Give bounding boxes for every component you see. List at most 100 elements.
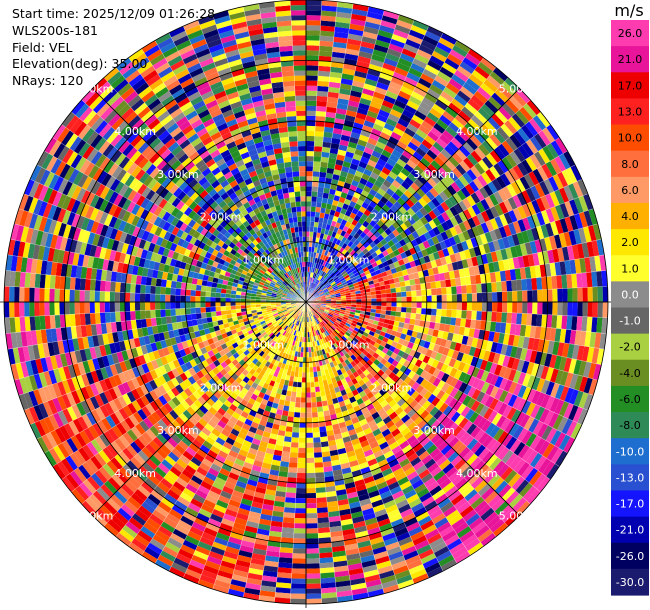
velocity-gate xyxy=(245,238,253,246)
velocity-gate xyxy=(424,213,433,223)
velocity-gate xyxy=(291,206,297,213)
velocity-gate xyxy=(540,195,551,210)
velocity-gate xyxy=(188,479,201,490)
velocity-gate xyxy=(48,174,60,190)
velocity-gate xyxy=(566,274,573,289)
velocity-gate xyxy=(257,342,264,349)
velocity-gate xyxy=(457,129,470,142)
velocity-gate xyxy=(276,307,282,310)
velocity-gate xyxy=(148,351,156,362)
velocity-gate xyxy=(543,178,555,194)
velocity-gate xyxy=(168,361,176,371)
velocity-gate xyxy=(255,258,262,264)
velocity-gate xyxy=(557,288,563,302)
velocity-gate xyxy=(293,181,300,187)
velocity-gate xyxy=(238,359,246,367)
velocity-gate xyxy=(331,266,337,273)
velocity-gate xyxy=(218,324,225,330)
velocity-gate xyxy=(360,129,371,138)
velocity-gate xyxy=(508,209,518,223)
velocity-gate xyxy=(222,39,237,49)
velocity-gate xyxy=(406,291,412,297)
velocity-gate xyxy=(236,339,243,346)
velocity-gate xyxy=(270,318,276,323)
velocity-gate xyxy=(186,406,196,416)
velocity-gate xyxy=(297,146,306,152)
velocity-gate xyxy=(131,513,147,526)
velocity-gate xyxy=(69,118,83,134)
velocity-gate xyxy=(183,369,192,379)
velocity-gate xyxy=(334,26,350,34)
velocity-gate xyxy=(501,140,514,155)
velocity-gate xyxy=(332,128,343,135)
velocity-gate xyxy=(259,329,266,335)
velocity-gate xyxy=(208,326,215,334)
velocity-gate xyxy=(497,291,503,302)
velocity-gate xyxy=(223,322,230,329)
velocity-gate xyxy=(235,241,243,249)
velocity-gate xyxy=(170,207,180,217)
velocity-gate xyxy=(17,241,26,258)
velocity-gate xyxy=(452,44,468,58)
velocity-gate xyxy=(131,52,147,66)
velocity-gate xyxy=(163,152,175,164)
velocity-gate xyxy=(122,525,138,539)
velocity-gate xyxy=(45,432,58,448)
velocity-gate xyxy=(94,209,104,223)
velocity-gate xyxy=(205,99,218,110)
velocity-gate xyxy=(199,150,211,160)
velocity-gate xyxy=(202,193,212,203)
velocity-gate xyxy=(334,211,341,218)
velocity-gate xyxy=(387,113,400,123)
velocity-gate xyxy=(214,171,224,180)
velocity-gate xyxy=(521,278,528,291)
velocity-gate xyxy=(484,231,493,243)
velocity-gate xyxy=(572,181,584,198)
velocity-gate xyxy=(337,98,349,106)
velocity-gate xyxy=(324,208,331,215)
velocity-gate xyxy=(290,281,295,287)
velocity-gate xyxy=(306,191,312,197)
velocity-gate xyxy=(330,273,336,279)
velocity-gate xyxy=(306,65,319,71)
velocity-gate xyxy=(521,159,533,174)
velocity-gate xyxy=(249,332,256,338)
velocity-gate xyxy=(189,236,197,245)
velocity-gate xyxy=(244,70,258,79)
velocity-gate xyxy=(265,255,272,261)
velocity-gate xyxy=(353,271,360,277)
velocity-gate xyxy=(379,24,395,34)
velocity-gate xyxy=(363,146,374,155)
velocity-gate xyxy=(41,434,54,451)
velocity-gate xyxy=(394,24,411,35)
ray-separator xyxy=(81,99,307,303)
velocity-gate xyxy=(114,454,127,467)
velocity-gate xyxy=(498,106,512,121)
velocity-gate xyxy=(527,253,535,267)
velocity-gate xyxy=(339,268,346,274)
velocity-gate xyxy=(257,255,264,262)
velocity-gate xyxy=(205,286,212,292)
velocity-gate xyxy=(361,173,370,181)
velocity-gate xyxy=(457,232,466,243)
velocity-gate xyxy=(475,274,482,285)
velocity-gate xyxy=(223,459,235,468)
velocity-gate xyxy=(136,228,146,239)
velocity-gate xyxy=(28,181,40,198)
velocity-gate xyxy=(15,225,24,242)
velocity-gate xyxy=(295,100,306,106)
velocity-gate xyxy=(521,124,534,140)
velocity-gate xyxy=(234,407,244,416)
velocity-gate xyxy=(226,454,237,463)
velocity-gate xyxy=(239,168,249,177)
velocity-gate xyxy=(252,271,259,277)
velocity-gate xyxy=(251,95,264,103)
ray-separator xyxy=(305,20,415,303)
velocity-gate xyxy=(45,233,54,248)
ray-separator xyxy=(141,301,307,556)
velocity-gate xyxy=(242,201,251,210)
velocity-gate xyxy=(17,346,26,363)
velocity-gate xyxy=(143,335,151,345)
velocity-gate xyxy=(273,314,280,318)
velocity-gate xyxy=(268,314,274,319)
